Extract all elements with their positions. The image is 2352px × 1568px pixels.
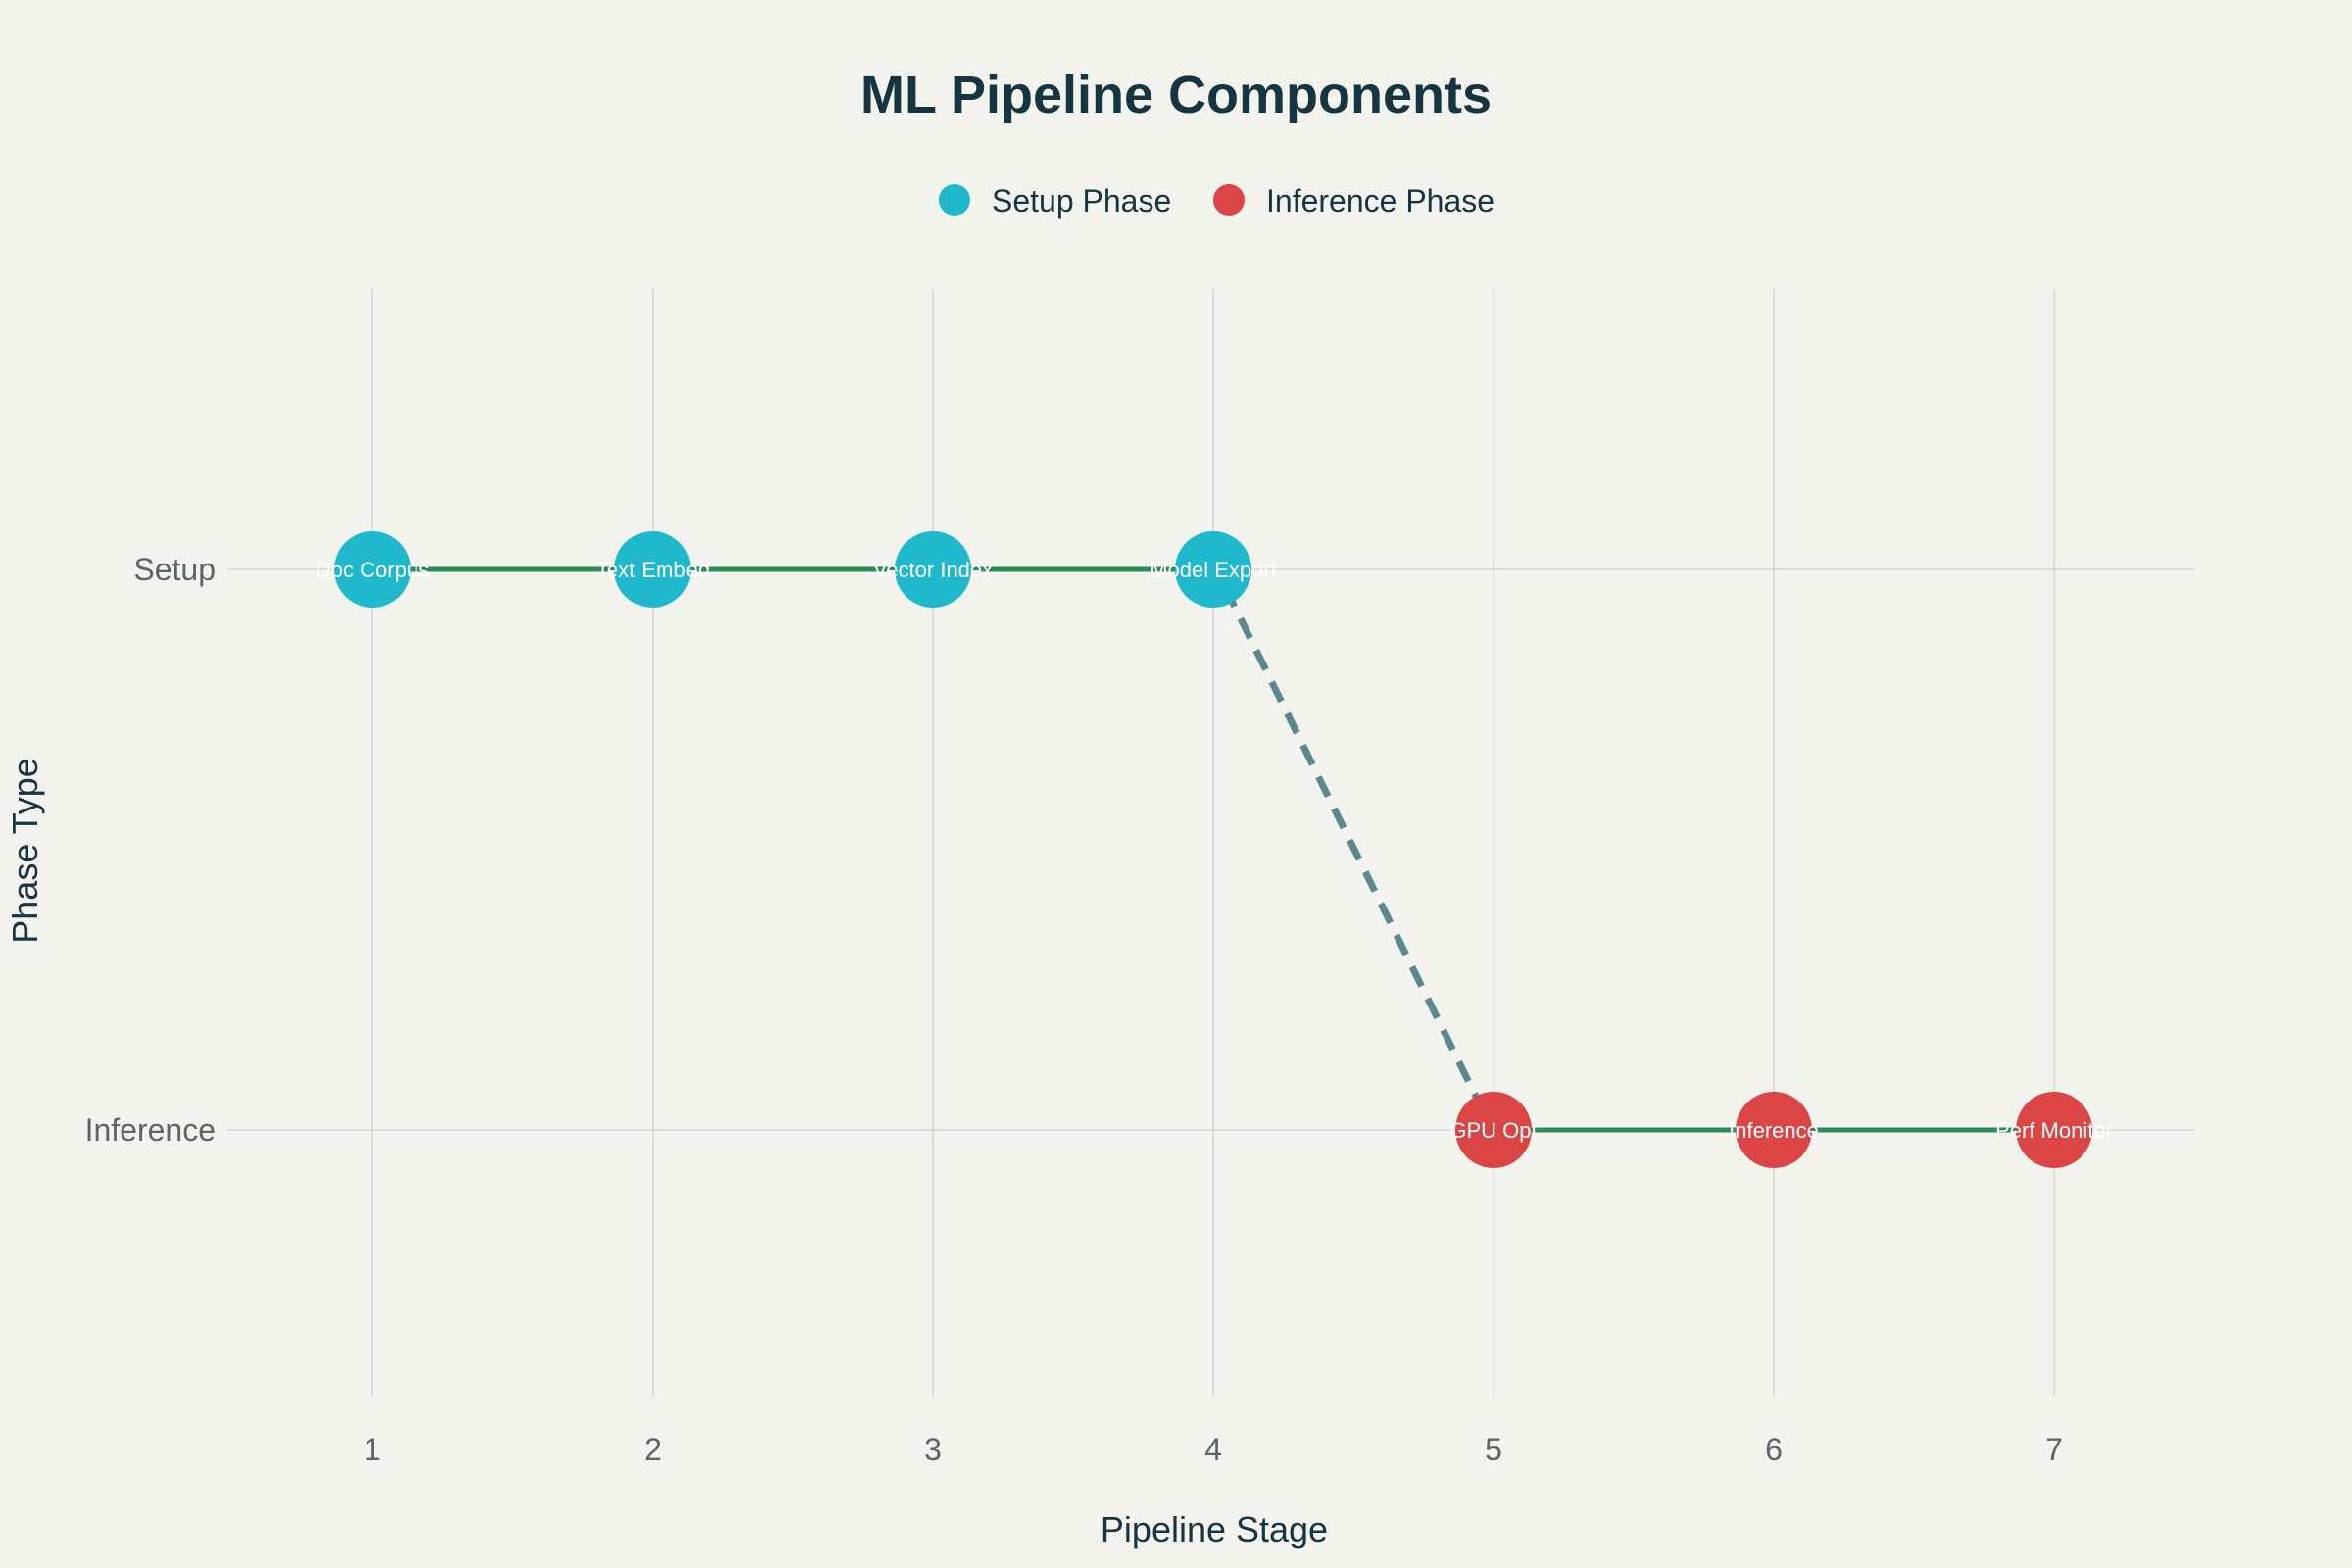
x-tick-label-1: 1 bbox=[364, 1432, 381, 1467]
x-tick-label-3: 3 bbox=[924, 1432, 942, 1467]
ticks-layer: 1 2 3 4 5 6 7 Setup Inference bbox=[85, 552, 2063, 1467]
chart-title: ML Pipeline Components bbox=[860, 66, 1492, 124]
node-model-export bbox=[1175, 531, 1251, 608]
legend-label-setup: Setup Phase bbox=[992, 183, 1171, 219]
node-gpu-opt bbox=[1455, 1092, 1532, 1168]
y-tick-label-inference: Inference bbox=[85, 1112, 216, 1148]
node-label-model-export: Model Export bbox=[1150, 558, 1277, 582]
node-label-perf-monitor: Perf Monitor bbox=[1995, 1118, 2113, 1143]
x-tick-label-2: 2 bbox=[644, 1432, 662, 1467]
node-label-text-embed: Text Embed bbox=[596, 558, 710, 582]
x-tick-label-6: 6 bbox=[1765, 1432, 1783, 1467]
x-tick-label-4: 4 bbox=[1204, 1432, 1222, 1467]
node-label-vector-index: Vector Index bbox=[873, 558, 993, 582]
node-doc-corpus bbox=[334, 531, 411, 608]
node-inference bbox=[1736, 1092, 1812, 1168]
x-tick-label-7: 7 bbox=[2045, 1432, 2063, 1467]
x-axis-title: Pipeline Stage bbox=[1101, 1509, 1328, 1549]
point-labels-layer: Doc Corpus Text Embed Vector Index Model Ex… bbox=[316, 558, 2113, 1143]
node-perf-monitor bbox=[2016, 1092, 2092, 1168]
legend-swatch-inference bbox=[1213, 184, 1245, 216]
node-text-embed bbox=[614, 531, 691, 608]
node-vector-index bbox=[895, 531, 971, 608]
points-layer bbox=[334, 531, 2092, 1168]
legend-label-inference: Inference Phase bbox=[1266, 183, 1494, 219]
legend-swatch-setup bbox=[939, 184, 970, 216]
transition-dashed-line bbox=[1221, 585, 1492, 1122]
y-axis-title: Phase Type bbox=[5, 758, 45, 943]
legend[interactable]: Setup Phase Inference Phase bbox=[939, 183, 1494, 219]
y-tick-label-setup: Setup bbox=[133, 552, 216, 587]
x-tick-label-5: 5 bbox=[1485, 1432, 1502, 1467]
node-label-doc-corpus: Doc Corpus bbox=[316, 558, 429, 582]
node-label-inference: Inference bbox=[1729, 1118, 1819, 1143]
node-label-gpu-opt: GPU Opt bbox=[1449, 1118, 1537, 1143]
